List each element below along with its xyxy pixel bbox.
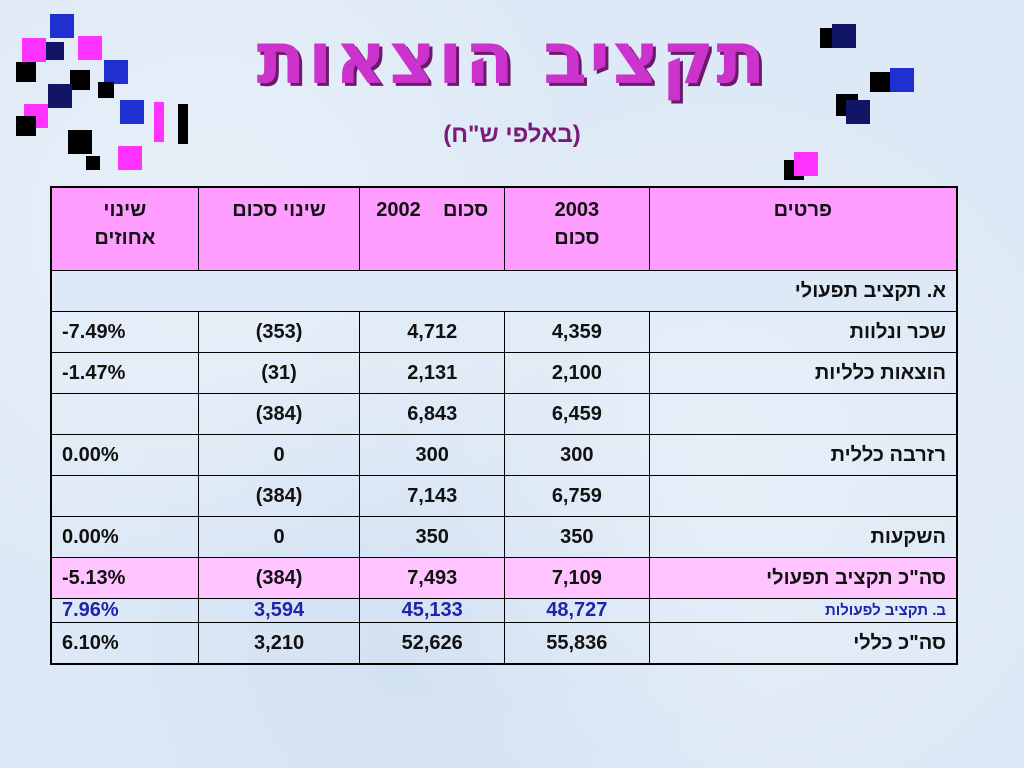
- decor-square: [870, 72, 890, 92]
- row-2002: 7,143: [359, 475, 506, 517]
- row-pct: [50, 393, 199, 435]
- decor-square: [890, 68, 914, 92]
- row-pct: -7.49%: [50, 311, 199, 353]
- decor-square: [16, 116, 36, 136]
- row-label: הוצאות כלליות: [648, 352, 958, 394]
- decor-square: [832, 24, 856, 48]
- table-header-row: פרטים 2003 סכום סכום 2002 שינוי סכום שינ…: [50, 186, 958, 271]
- decor-square: [794, 152, 818, 176]
- section-b-row: ב. תקציב לפעולות 48,727 45,133 3,594 7.9…: [50, 598, 958, 623]
- total-operational-label: סה"כ תקציב תפעולי: [648, 557, 958, 599]
- decor-square: [16, 62, 36, 82]
- row-pct: 0.00%: [50, 516, 199, 558]
- row-change: (31): [197, 352, 361, 394]
- table-row: רזרבה כללית 300 300 0 0.00%: [50, 434, 958, 476]
- row-change: 0: [197, 516, 361, 558]
- header-2003-word: סכום: [554, 227, 600, 249]
- section-b-pct: 7.96%: [50, 598, 199, 623]
- row-2002: 4,712: [359, 311, 506, 353]
- header-2003-year: 2003: [554, 199, 600, 221]
- decor-square: [50, 14, 74, 38]
- header-2003: 2003 סכום: [504, 186, 650, 271]
- decor-square: [104, 60, 128, 84]
- decor-square: [86, 156, 100, 170]
- decor-square: [46, 42, 64, 60]
- page-subtitle: (באלפי ש"ח): [443, 121, 581, 148]
- row-2002: 300: [359, 434, 506, 476]
- header-2002-year: 2002: [376, 199, 421, 221]
- header-change-pct-line1: שינוי: [103, 199, 147, 221]
- row-pct: 0.00%: [50, 434, 199, 476]
- row-pct: -1.47%: [50, 352, 199, 394]
- row-2002: 2,131: [359, 352, 506, 394]
- section-b-2002: 45,133: [359, 598, 506, 623]
- grand-total-2003: 55,836: [504, 622, 650, 665]
- total-operational-2003: 7,109: [504, 557, 650, 599]
- decor-square: [22, 38, 46, 62]
- header-2002-word: סכום: [442, 199, 489, 221]
- section-a-row: א. תקציב תפעולי: [50, 270, 958, 312]
- table-row: 6,459 6,843 (384): [50, 393, 958, 435]
- header-change-pct-line2: אחוזים: [94, 227, 156, 249]
- header-change-amount: שינוי סכום: [197, 186, 361, 271]
- decor-bar: [154, 102, 164, 142]
- grand-total-pct: 6.10%: [50, 622, 199, 665]
- row-label: [648, 475, 958, 517]
- row-2003: 6,459: [504, 393, 650, 435]
- row-pct: [50, 475, 199, 517]
- decor-square: [68, 130, 92, 154]
- header-change-pct: שינוי אחוזים: [50, 186, 199, 271]
- decor-square: [120, 100, 144, 124]
- decor-square: [118, 146, 142, 170]
- page-title: תקציב הוצאות: [256, 16, 768, 100]
- header-items: פרטים: [648, 186, 958, 271]
- grand-total-label: סה"כ כללי: [648, 622, 958, 665]
- row-2003: 300: [504, 434, 650, 476]
- row-change: (353): [197, 311, 361, 353]
- section-a-label: א. תקציב תפעולי: [50, 270, 958, 312]
- total-operational-pct: -5.13%: [50, 557, 199, 599]
- table-row: שכר ונלוות 4,359 4,712 (353) -7.49%: [50, 311, 958, 353]
- decor-bar: [178, 104, 188, 144]
- grand-total-row: סה"כ כללי 55,836 52,626 3,210 6.10%: [50, 622, 958, 665]
- section-b-label: ב. תקציב לפעולות: [648, 598, 958, 623]
- decor-square: [98, 82, 114, 98]
- total-operational-row: סה"כ תקציב תפעולי 7,109 7,493 (384) -5.1…: [50, 557, 958, 599]
- decor-square: [48, 84, 72, 108]
- header-2002: סכום 2002: [359, 186, 506, 271]
- row-2002: 6,843: [359, 393, 506, 435]
- decor-square: [70, 70, 90, 90]
- row-change: 0: [197, 434, 361, 476]
- grand-total-2002: 52,626: [359, 622, 506, 665]
- table-row: 6,759 7,143 (384): [50, 475, 958, 517]
- row-label: [648, 393, 958, 435]
- row-2003: 4,359: [504, 311, 650, 353]
- grand-total-change: 3,210: [197, 622, 361, 665]
- total-operational-change: (384): [197, 557, 361, 599]
- row-label: רזרבה כללית: [648, 434, 958, 476]
- row-change: (384): [197, 475, 361, 517]
- row-label: השקעות: [648, 516, 958, 558]
- section-b-2003: 48,727: [504, 598, 650, 623]
- table-row: הוצאות כלליות 2,100 2,131 (31) -1.47%: [50, 352, 958, 394]
- row-2003: 350: [504, 516, 650, 558]
- decor-square: [846, 100, 870, 124]
- row-label: שכר ונלוות: [648, 311, 958, 353]
- row-2003: 6,759: [504, 475, 650, 517]
- total-operational-2002: 7,493: [359, 557, 506, 599]
- budget-table: פרטים 2003 סכום סכום 2002 שינוי סכום שינ…: [50, 186, 958, 665]
- decor-square: [78, 36, 102, 60]
- row-change: (384): [197, 393, 361, 435]
- row-2003: 2,100: [504, 352, 650, 394]
- table-row: השקעות 350 350 0 0.00%: [50, 516, 958, 558]
- row-2002: 350: [359, 516, 506, 558]
- section-b-change: 3,594: [197, 598, 361, 623]
